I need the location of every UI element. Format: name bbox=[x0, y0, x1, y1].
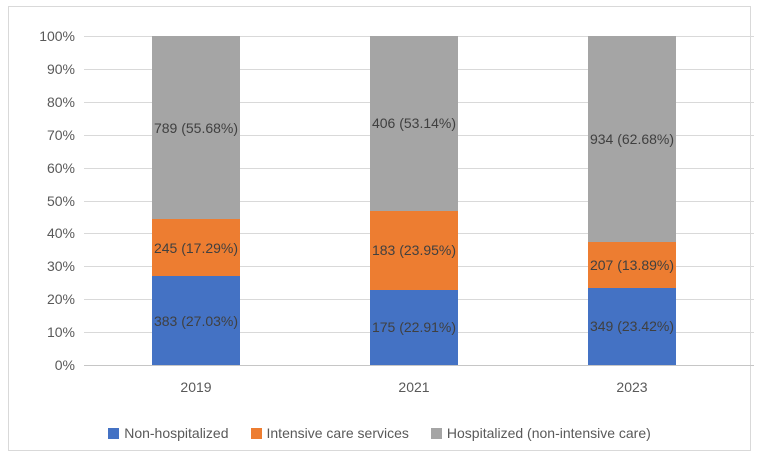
y-tick-label-90: 90% bbox=[46, 61, 75, 77]
x-axis-label-2019: 2019 bbox=[180, 379, 212, 395]
y-tick-label-0: 0% bbox=[54, 357, 75, 373]
legend-item-intensive-care-services: Intensive care services bbox=[250, 425, 409, 441]
y-tick-label-60: 60% bbox=[46, 160, 75, 176]
y-tick-label-30: 30% bbox=[46, 258, 75, 274]
data-label-hospitalized-non-intensive-care-2021: 406 (53.14%) bbox=[371, 115, 457, 132]
bar-2023: 349 (23.42%) 207 (13.89%) 934 (62.68%) bbox=[588, 36, 676, 365]
legend-item-hospitalized-non-intensive-care: Hospitalized (non-intensive care) bbox=[430, 425, 651, 441]
legend-label: Intensive care services bbox=[266, 425, 409, 441]
chart-frame: 0% 10% 20% 30% 40% 50% 60% 70% 80% 90% 100% 383 (2… bbox=[8, 6, 754, 451]
y-tick-label-10: 10% bbox=[46, 324, 75, 340]
segment-non-hospitalized-2021: 175 (22.91%) bbox=[370, 289, 458, 365]
legend: Non-hospitalized Intensive care services H… bbox=[9, 421, 750, 445]
data-label-non-hospitalized-2023: 349 (23.42%) bbox=[589, 318, 675, 335]
gridline-0 bbox=[84, 365, 754, 366]
data-label-non-hospitalized-2019: 383 (27.03%) bbox=[153, 312, 239, 329]
segment-hospitalized-non-intensive-care-2021: 406 (53.14%) bbox=[370, 36, 458, 211]
legend-label: Hospitalized (non-intensive care) bbox=[446, 425, 651, 441]
segment-intensive-care-services-2021: 183 (23.95%) bbox=[370, 210, 458, 290]
y-tick-label-20: 20% bbox=[46, 291, 75, 307]
y-tick-label-50: 50% bbox=[46, 193, 75, 209]
data-label-hospitalized-non-intensive-care-2023: 934 (62.68%) bbox=[589, 131, 675, 148]
y-tick-label-80: 80% bbox=[46, 94, 75, 110]
y-tick-label-100: 100% bbox=[39, 28, 75, 44]
segment-hospitalized-non-intensive-care-2019: 789 (55.68%) bbox=[152, 36, 240, 220]
x-axis-label-2023: 2023 bbox=[616, 379, 648, 395]
legend-swatch-icon bbox=[250, 427, 262, 439]
legend-item-non-hospitalized: Non-hospitalized bbox=[108, 425, 229, 441]
x-axis-label-2021: 2021 bbox=[398, 379, 430, 395]
segment-intensive-care-services-2019: 245 (17.29%) bbox=[152, 219, 240, 277]
y-tick-label-40: 40% bbox=[46, 225, 75, 241]
plot-area: 383 (27.03%) 245 (17.29%) 789 (55.68%) 175 … bbox=[84, 36, 754, 366]
segment-non-hospitalized-2019: 383 (27.03%) bbox=[152, 276, 240, 365]
data-label-hospitalized-non-intensive-care-2019: 789 (55.68%) bbox=[153, 119, 239, 136]
legend-swatch-icon bbox=[108, 427, 120, 439]
legend-swatch-icon bbox=[430, 427, 442, 439]
data-label-intensive-care-services-2019: 245 (17.29%) bbox=[153, 239, 239, 256]
data-label-intensive-care-services-2023: 207 (13.89%) bbox=[589, 257, 675, 274]
segment-intensive-care-services-2023: 207 (13.89%) bbox=[588, 242, 676, 288]
bar-2021: 175 (22.91%) 183 (23.95%) 406 (53.14%) bbox=[370, 36, 458, 365]
data-label-non-hospitalized-2021: 175 (22.91%) bbox=[371, 319, 457, 336]
bar-2019: 383 (27.03%) 245 (17.29%) 789 (55.68%) bbox=[152, 36, 240, 365]
y-tick-label-70: 70% bbox=[46, 127, 75, 143]
segment-hospitalized-non-intensive-care-2023: 934 (62.68%) bbox=[588, 36, 676, 243]
data-label-intensive-care-services-2021: 183 (23.95%) bbox=[371, 242, 457, 259]
legend-label: Non-hospitalized bbox=[124, 425, 229, 441]
segment-non-hospitalized-2023: 349 (23.42%) bbox=[588, 287, 676, 365]
